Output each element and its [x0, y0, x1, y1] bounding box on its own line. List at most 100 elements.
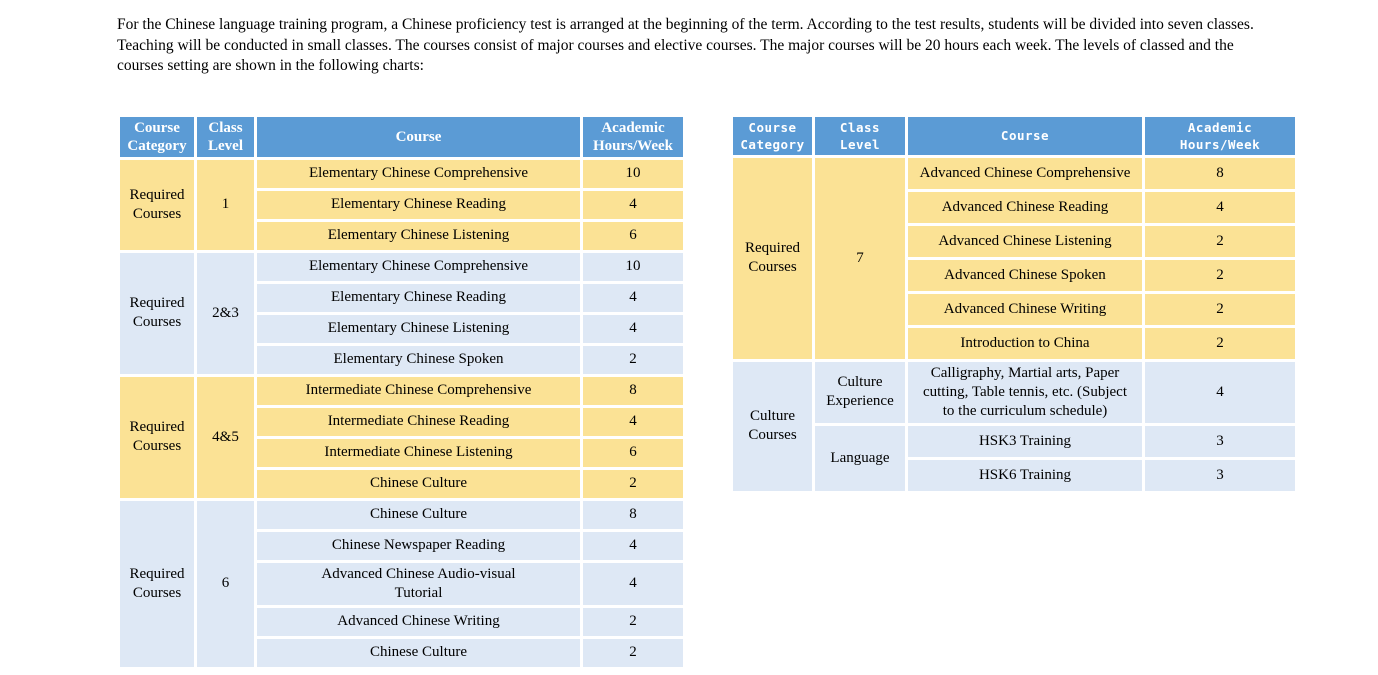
- course-cell: Elementary Chinese Spoken: [254, 342, 583, 377]
- course-cell: Advanced Chinese Writing: [905, 290, 1145, 328]
- category-cell: Required Courses: [117, 249, 197, 377]
- course-cell: Intermediate Chinese Listening: [254, 435, 583, 470]
- category-cell: Culture Courses: [730, 358, 815, 494]
- course-cell: Elementary Chinese Comprehensive: [254, 249, 583, 284]
- hours-cell: 2: [1142, 290, 1298, 328]
- hours-cell: 2: [1142, 256, 1298, 294]
- class-level-cell: 6: [194, 497, 257, 670]
- class-level-cell: 1: [194, 156, 257, 253]
- hours-cell: 4: [1142, 188, 1298, 226]
- course-cell: Chinese Culture: [254, 497, 583, 532]
- intro-paragraph: For the Chinese language training progra…: [117, 16, 1254, 75]
- course-cell: Advanced Chinese Spoken: [905, 256, 1145, 294]
- course-cell: Calligraphy, Martial arts, Paper cutting…: [905, 358, 1145, 426]
- table-header-row: Course Category Class Level Course Academic…: [117, 113, 686, 160]
- class-level-cell: 2&3: [194, 249, 257, 377]
- category-cell: Required Courses: [117, 156, 197, 253]
- hours-cell: 2: [1142, 222, 1298, 260]
- hours-cell: 2: [1142, 324, 1298, 362]
- hours-cell: 10: [580, 249, 686, 284]
- course-cell: Chinese Culture: [254, 466, 583, 501]
- table-row: Culture Courses Culture Experience Calligr…: [730, 358, 1298, 494]
- table-row: Elementary Chinese Listening 6: [119, 218, 686, 253]
- hours-cell: 8: [1142, 154, 1298, 192]
- course-cell: Introduction to China: [905, 324, 1145, 362]
- course-cell: Elementary Chinese Listening: [254, 311, 583, 346]
- table-row: Advanced Chinese Writing 2: [732, 290, 1298, 328]
- table-row: Required Courses 2&3 Elementary Chinese Co…: [117, 249, 686, 377]
- tables-container: Course Category Class Level Course Academic…: [117, 113, 1378, 670]
- course-cell: Elementary Chinese Reading: [254, 280, 583, 315]
- table-header-row: Course Category Class Level Course Academic…: [730, 113, 1298, 158]
- table-row: Required Courses 6 Chinese Culture 8: [117, 497, 686, 670]
- table-row: Required Courses 7 Advanced Chinese Compre…: [730, 154, 1298, 362]
- category-cell: Required Courses: [730, 154, 815, 362]
- table-row: Advanced Chinese Writing 2: [119, 604, 686, 639]
- course-cell: Advanced Chinese Reading: [905, 188, 1145, 226]
- course-cell: HSK6 Training: [905, 456, 1145, 494]
- table-row: Advanced Chinese Spoken 2: [732, 256, 1298, 294]
- course-cell: Chinese Newspaper Reading: [254, 528, 583, 563]
- course-table-level-7-culture: Course Category Class Level Course Academic…: [730, 113, 1298, 494]
- category-cell: Required Courses: [117, 497, 197, 670]
- table-row: Introduction to China 2: [732, 324, 1298, 362]
- column-header: Class Level: [812, 113, 908, 158]
- column-header: Academic Hours/Week: [580, 113, 686, 160]
- course-cell: Chinese Culture: [254, 635, 583, 670]
- course-cell: Elementary Chinese Reading: [254, 187, 583, 222]
- hours-cell: 8: [580, 373, 686, 408]
- hours-cell: 4: [580, 187, 686, 222]
- column-header: Academic Hours/Week: [1142, 113, 1298, 158]
- header-row: Course Category Class Level Course Academic…: [730, 113, 1298, 158]
- table-row: Elementary Chinese Reading 4: [119, 187, 686, 222]
- hours-cell: 6: [580, 435, 686, 470]
- column-header: Course: [905, 113, 1145, 158]
- table-row: Elementary Chinese Spoken 2: [119, 342, 686, 377]
- hours-cell: 3: [1142, 422, 1298, 460]
- hours-cell: 4: [580, 311, 686, 346]
- table-row: Intermediate Chinese Listening 6: [119, 435, 686, 470]
- class-level-cell: 4&5: [194, 373, 257, 501]
- table-row: Chinese Culture 2: [119, 635, 686, 670]
- class-level-cell: Language: [812, 422, 908, 494]
- course-cell: Advanced Chinese Listening: [905, 222, 1145, 260]
- course-cell: Elementary Chinese Listening: [254, 218, 583, 253]
- course-cell: Advanced Chinese Audio-visual Tutorial: [254, 559, 583, 608]
- table-row: Intermediate Chinese Reading 4: [119, 404, 686, 439]
- hours-cell: 4: [580, 559, 686, 608]
- table-row: Advanced Chinese Listening 2: [732, 222, 1298, 260]
- hours-cell: 2: [580, 635, 686, 670]
- table-row: Chinese Newspaper Reading 4: [119, 528, 686, 563]
- course-cell: Advanced Chinese Writing: [254, 604, 583, 639]
- table-row: HSK6 Training 3: [732, 456, 1298, 494]
- table-row: Required Courses 4&5 Intermediate Chinese …: [117, 373, 686, 501]
- hours-cell: 2: [580, 342, 686, 377]
- column-header: Class Level: [194, 113, 257, 160]
- hours-cell: 2: [580, 466, 686, 501]
- course-cell: Advanced Chinese Comprehensive: [905, 154, 1145, 192]
- course-cell: Intermediate Chinese Comprehensive: [254, 373, 583, 408]
- table-row: Language HSK3 Training 3: [732, 422, 1298, 494]
- table-row: Advanced Chinese Audio-visual Tutorial 4: [119, 559, 686, 608]
- table-row: Elementary Chinese Reading 4: [119, 280, 686, 315]
- hours-cell: 4: [580, 280, 686, 315]
- hours-cell: 4: [580, 404, 686, 439]
- table-row: Elementary Chinese Listening 4: [119, 311, 686, 346]
- course-cell: Intermediate Chinese Reading: [254, 404, 583, 439]
- hours-cell: 6: [580, 218, 686, 253]
- class-level-cell: 7: [812, 154, 908, 362]
- hours-cell: 4: [1142, 358, 1298, 426]
- hours-cell: 3: [1142, 456, 1298, 494]
- category-cell: Required Courses: [117, 373, 197, 501]
- table-row: Advanced Chinese Reading 4: [732, 188, 1298, 226]
- column-header: Course Category: [730, 113, 815, 158]
- column-header: Course Category: [117, 113, 197, 160]
- hours-cell: 8: [580, 497, 686, 532]
- table-row: Chinese Culture 2: [119, 466, 686, 501]
- header-row: Course Category Class Level Course Academic…: [117, 113, 686, 160]
- class-level-cell: Culture Experience: [812, 358, 908, 426]
- course-table-levels-1-6: Course Category Class Level Course Academic…: [117, 113, 686, 670]
- hours-cell: 10: [580, 156, 686, 191]
- course-cell: HSK3 Training: [905, 422, 1145, 460]
